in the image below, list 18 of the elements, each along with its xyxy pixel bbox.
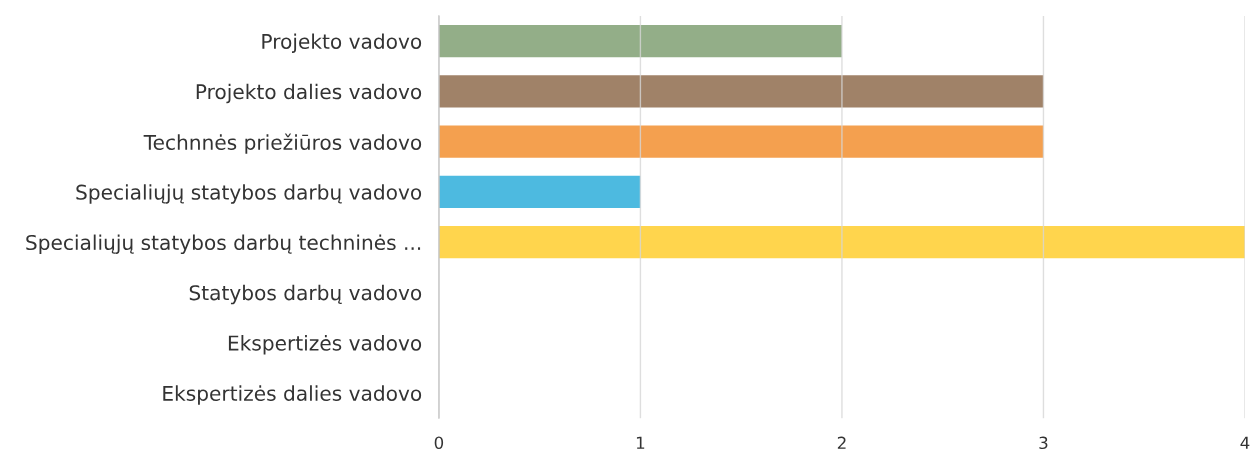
x-tick-label: 2 xyxy=(837,436,846,449)
y-tick-label: Technnės priežiūros vadovo xyxy=(143,133,422,154)
bar xyxy=(438,75,1044,108)
x-tick-label: 4 xyxy=(1240,436,1250,449)
y-tick-label: Specialiųjų statybos darbų techninės ... xyxy=(26,234,421,255)
x-tick-label: 3 xyxy=(1039,436,1048,450)
y-tick-label: Specialiųjų statybos darbų vadovo xyxy=(76,184,422,204)
bar xyxy=(438,226,1245,259)
bar xyxy=(438,125,1044,158)
y-tick-label: Statybos darbų vadovo xyxy=(189,284,422,305)
y-tick-label: Ekspertizės vadovo xyxy=(228,335,422,355)
y-tick-label: Projekto vadovo xyxy=(262,33,422,53)
x-tick-label: 0 xyxy=(434,436,444,450)
y-tick-label: Ekspertizės dalies vadovo xyxy=(163,385,422,405)
bar xyxy=(438,24,842,58)
bar xyxy=(438,175,641,208)
y-tick-label: Projekto dalies vadovo xyxy=(196,83,422,104)
x-tick-label: 1 xyxy=(636,436,645,449)
